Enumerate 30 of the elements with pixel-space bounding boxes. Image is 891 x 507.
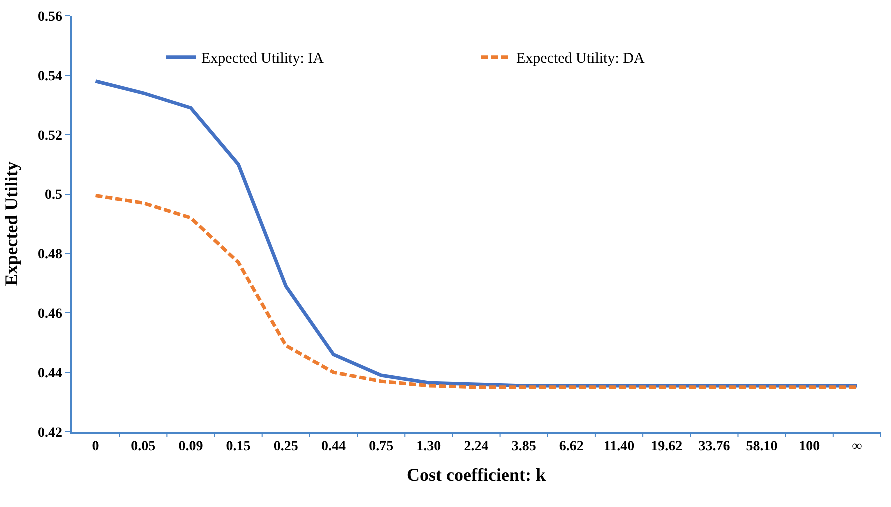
x-tick-label: 3.85	[512, 440, 536, 455]
x-tick-label: 11.40	[604, 440, 635, 455]
x-tick-label: 2.24	[464, 440, 489, 455]
x-tick-label: 0	[92, 440, 100, 455]
x-tick-label: 0.15	[226, 440, 251, 455]
y-axis-title: Expected Utility	[2, 162, 22, 286]
x-tick-label: 0.75	[369, 440, 394, 455]
y-tick-label: 0.42	[38, 426, 62, 441]
x-tick-label: 0.05	[131, 440, 156, 455]
x-tick-label: 0.09	[178, 440, 204, 455]
legend-label: Expected Utility: IA	[202, 51, 324, 68]
x-tick-label: 0.25	[274, 440, 298, 455]
x-axis-title: Cost coefficient: k	[407, 465, 546, 486]
y-tick-label: 0.52	[38, 128, 62, 144]
x-tick-label: 0.44	[321, 440, 346, 455]
y-tick-label: 0.48	[38, 248, 62, 263]
x-tick-label: 33.76	[698, 440, 730, 455]
y-tick-label: 0.5	[44, 188, 62, 204]
line-series	[94, 194, 859, 390]
legend-label: Expected Utility: DA	[516, 51, 645, 68]
x-tick-label: ∞	[852, 440, 862, 455]
y-tick-label: 0.56	[38, 10, 62, 25]
x-tick-label: 6.62	[559, 440, 584, 455]
x-tick-label: 100	[799, 440, 820, 455]
y-tick-label: 0.54	[38, 69, 62, 84]
y-tick-label: 0.44	[38, 366, 62, 382]
y-tick-label: 0.46	[38, 307, 62, 322]
x-tick-label: 58.10	[746, 440, 778, 455]
x-tick-label: 1.30	[416, 440, 442, 455]
x-tick-label: 19.62	[651, 440, 683, 455]
